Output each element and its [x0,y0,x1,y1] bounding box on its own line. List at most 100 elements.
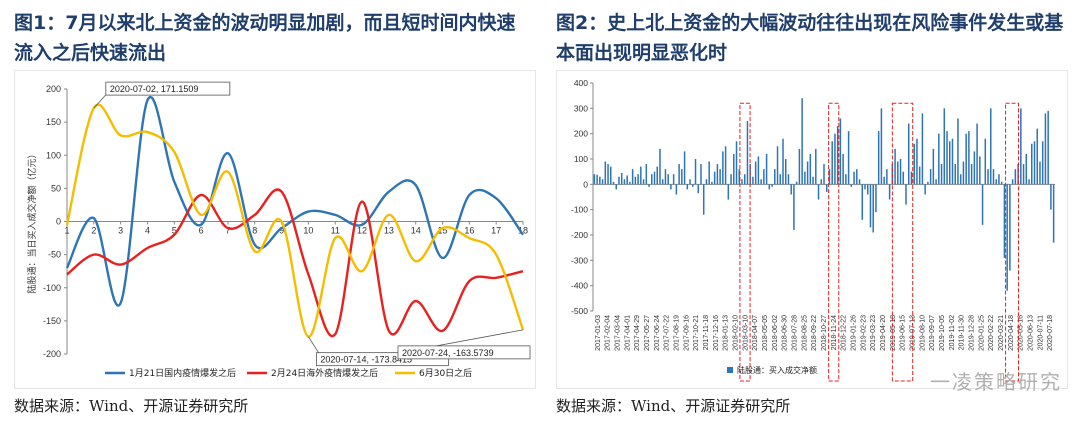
left-figure-title: 图1：7月以来北上资金的波动明显加剧，而且短时间内快速流入之后快速流出 [14,12,516,64]
bar [593,174,596,185]
bar [951,138,954,185]
legend-label: 6月30日之后 [419,367,472,379]
bar [1011,179,1014,185]
bar [779,174,782,185]
x-tick-label: 2018-12-22 [841,315,848,351]
bar [599,176,601,185]
bar [946,131,948,185]
x-tick-label: 2020-04-18 [1008,315,1015,351]
x-tick-label: 2017-10-21 [693,315,700,351]
bar [661,179,664,185]
x-tick-label: 2018-05-05 [762,315,769,351]
bar [979,156,981,185]
series-line-2 [66,188,524,338]
bar [771,184,773,187]
bar [1050,184,1052,210]
x-tick-label: 2 [91,226,96,236]
bar [765,153,768,185]
bar [754,161,757,185]
x-tick-label: 16 [464,226,474,236]
x-tick-label: 2018-02-10 [733,315,740,351]
bar [672,174,675,185]
bar [798,148,801,185]
x-tick-label: 2017-04-01 [624,315,631,351]
bar [683,151,686,185]
bar [700,164,702,185]
bar [948,141,951,185]
bar [1047,110,1049,185]
bar [809,153,812,185]
x-tick-label: 11 [331,226,340,236]
bar [776,146,779,185]
bar [667,174,669,185]
bar [815,148,817,185]
bar [905,184,907,205]
bar [1036,128,1038,185]
bar [825,184,828,192]
bar [623,179,626,185]
bar [918,166,921,185]
y-tick-label: -150 [43,316,61,326]
x-tick-label: 2018-09-22 [811,315,818,351]
y-axis-label: 陆股通：当日买入成交净额（亿元） [26,149,38,293]
bar [629,181,631,185]
bar [596,174,598,185]
bar [921,113,924,185]
y-tick-label: 400 [574,78,588,88]
bar [640,166,642,185]
bar [656,166,658,185]
bar [894,148,896,185]
legend-label: 陆股通：买入成交净额 [737,365,817,375]
bar [940,164,943,185]
x-tick-label: 2019-09-07 [929,315,936,351]
bar [954,164,956,185]
x-tick-label: 2017-06-24 [654,315,661,351]
y-tick-label: 150 [46,117,61,127]
bar [738,169,741,185]
bar [795,181,798,185]
bar [817,184,820,200]
bar [634,176,637,185]
bar [1041,141,1044,185]
x-tick-label: 2017-09-16 [683,315,690,351]
bar [746,121,749,185]
left-source-note: 数据来源：Wind、开源证券研究所 [14,397,249,415]
x-tick-label: 3 [118,226,123,236]
bar [681,169,683,185]
bar [733,153,735,185]
bar [670,184,672,190]
bar [782,138,784,185]
bar [620,172,623,185]
y-tick-label: 0 [56,217,61,227]
bar [932,148,935,185]
bar [724,146,727,185]
bar [984,138,987,185]
bar [899,159,902,185]
bar [648,184,650,187]
bar [697,184,700,194]
bar [973,151,976,185]
bar [1052,184,1055,243]
bar [653,171,656,185]
bar [1009,184,1011,271]
bar [981,184,984,225]
bar [760,179,762,185]
y-tick-label: -200 [43,349,61,359]
bar [1031,143,1033,185]
x-tick-label: 2019-11-30 [959,315,966,350]
bar [790,184,792,195]
bar [836,126,839,185]
x-tick-label: 2018-04-07 [752,315,759,351]
annotation-box [397,345,531,360]
bar [1014,169,1017,185]
x-tick-label: 9 [279,226,284,236]
x-tick-label: 13 [384,226,394,236]
x-tick-label: 2017-04-29 [634,315,641,351]
bar [968,131,970,185]
bar [692,184,694,187]
x-tick-label: 2020-07-11 [1037,315,1044,350]
bar [774,169,776,185]
x-tick-label: 2019-02-23 [860,315,867,351]
bar [651,174,653,185]
bar [877,131,880,185]
